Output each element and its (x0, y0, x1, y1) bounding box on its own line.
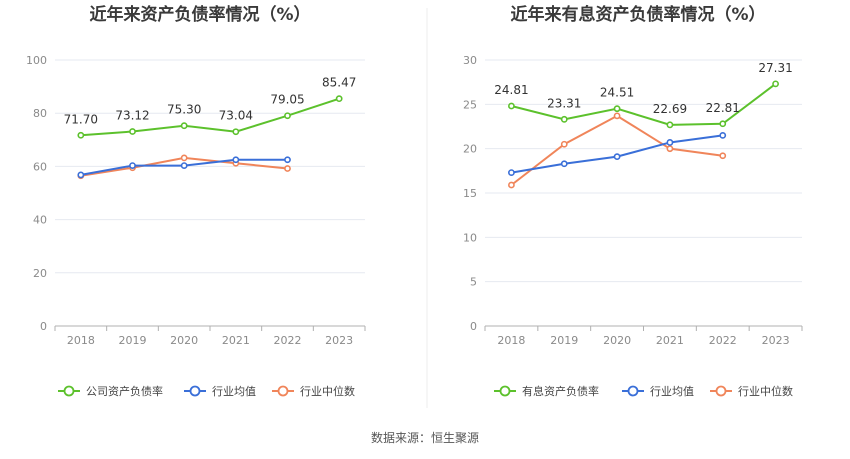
x-tick-label: 2020 (170, 334, 198, 347)
data-point (719, 131, 727, 139)
x-tick-label: 2020 (603, 334, 631, 347)
data-point (666, 145, 674, 153)
data-label: 24.51 (600, 86, 634, 100)
data-point (508, 102, 515, 110)
legend-label: 公司资产负债率 (86, 384, 163, 398)
legend-item: 有息资产负债率 (494, 384, 599, 398)
y-tick-label: 0 (470, 320, 477, 333)
legend-label: 行业均值 (650, 385, 694, 398)
data-point (560, 140, 568, 148)
data-point (666, 121, 674, 129)
legend-item: 行业中位数 (272, 384, 355, 398)
data-point (180, 162, 188, 170)
data-point (560, 115, 568, 123)
data-point (284, 165, 291, 172)
series-line (511, 83, 777, 126)
data-point (129, 128, 136, 135)
y-tick-label: 20 (463, 143, 477, 156)
y-tick-label: 30 (463, 54, 477, 67)
data-point (77, 131, 85, 139)
data-point (232, 128, 240, 136)
y-tick-label: 25 (463, 98, 477, 111)
y-tick-label: 5 (470, 276, 477, 289)
legend-item: 公司资产负债率 (58, 384, 163, 398)
data-label: 22.69 (653, 102, 687, 116)
x-tick-label: 2022 (709, 334, 737, 347)
y-tick-label: 60 (33, 160, 47, 173)
data-point (666, 139, 674, 146)
data-label: 75.30 (167, 103, 201, 117)
legend-marker (627, 385, 639, 397)
legend-label: 行业中位数 (300, 384, 355, 398)
y-tick-label: 40 (33, 214, 47, 227)
x-tick-label: 2023 (325, 334, 353, 347)
data-point (232, 156, 240, 164)
data-point (613, 153, 621, 161)
data-point (284, 156, 291, 164)
x-tick-label: 2021 (222, 334, 250, 347)
legend-label: 行业均值 (212, 385, 256, 398)
data-label: 85.47 (322, 76, 356, 90)
y-tick-label: 15 (463, 187, 477, 200)
chart-debt-ratio: 近年来资产负债率情况（%） 0 20 40 60 80 100 2018 2019 2020 202… (26, 4, 366, 398)
y-tick-label: 20 (33, 267, 47, 280)
data-label: 71.70 (64, 112, 98, 126)
series-line (80, 97, 340, 137)
data-point (560, 160, 568, 168)
data-source: 数据来源：恒生聚源 (371, 430, 479, 445)
x-tick-label: 2019 (119, 334, 147, 347)
data-label: 27.31 (758, 61, 792, 75)
legend-item: 行业中位数 (710, 384, 793, 398)
data-point (613, 112, 621, 120)
legend-label: 行业中位数 (738, 384, 793, 398)
series-line (510, 114, 723, 186)
y-tick-label: 10 (463, 231, 477, 244)
data-point (180, 122, 188, 130)
x-tick-label: 2018 (67, 334, 95, 347)
legend-marker (63, 385, 75, 397)
data-label: 79.05 (270, 93, 304, 107)
x-tick-label: 2021 (656, 334, 684, 347)
chart-title: 近年来资产负债率情况（%） (89, 4, 310, 25)
legend-marker (189, 385, 201, 397)
x-tick-label: 2019 (550, 334, 578, 347)
data-point (180, 154, 188, 162)
x-tick-label: 2018 (497, 334, 525, 347)
legend-marker (277, 385, 289, 397)
chart-title: 近年来有息资产负债率情况（%） (510, 4, 765, 25)
data-label: 23.31 (547, 96, 581, 110)
data-label: 73.12 (115, 109, 149, 123)
data-point (613, 105, 621, 113)
y-tick-label: 80 (33, 107, 47, 120)
data-point (719, 152, 727, 160)
data-label: 73.04 (219, 109, 253, 123)
data-point (508, 169, 515, 177)
legend-marker (715, 385, 727, 397)
legend-label: 有息资产负债率 (522, 384, 599, 398)
data-point (284, 112, 291, 120)
legend-item: 行业均值 (622, 385, 694, 398)
x-tick-label: 2022 (274, 334, 302, 347)
data-label: 22.81 (706, 101, 740, 115)
data-point (77, 171, 85, 179)
data-point (719, 120, 727, 128)
data-point (335, 95, 343, 103)
data-point (508, 181, 515, 189)
y-tick-label: 0 (40, 320, 47, 333)
legend-marker (499, 385, 511, 397)
data-label: 24.81 (494, 83, 528, 97)
y-tick-label: 100 (26, 54, 47, 67)
data-point (772, 80, 779, 88)
chart-interest-bearing-debt-ratio: 近年来有息资产负债率情况（%） 0 5 10 15 20 25 30 2018 2019 2020 2… (463, 4, 803, 398)
legend-item: 行业均值 (184, 385, 256, 398)
data-point (129, 162, 136, 170)
x-tick-label: 2023 (762, 334, 790, 347)
